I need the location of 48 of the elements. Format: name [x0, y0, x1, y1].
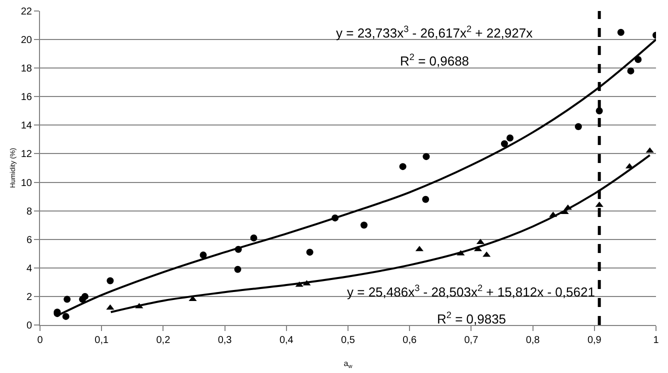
y-tick-label: 10 — [20, 178, 32, 189]
y-tick-label: 6 — [26, 234, 32, 246]
x-axis-title: a$_{w}$ — [344, 359, 354, 370]
point — [306, 248, 314, 256]
y-tick-label: 14 — [20, 120, 32, 132]
point — [500, 140, 508, 148]
point — [415, 246, 424, 252]
point — [62, 312, 70, 320]
y-tick-label: 16 — [20, 92, 32, 104]
x-tick-label: 0 — [37, 335, 44, 346]
point — [646, 147, 654, 153]
x-tick-label: 0,8 — [526, 335, 540, 346]
y-tick-label: 0 — [26, 320, 32, 332]
point — [81, 292, 88, 300]
point — [64, 296, 71, 303]
x-tick-label: 0,1 — [94, 335, 109, 346]
point — [250, 234, 258, 242]
y-tick-label: 22 — [20, 6, 32, 18]
annotation: y = 23,733x$^{3}$ - 26,617x$^{2}$ + 22,927x — [336, 24, 534, 40]
x-tick-label: 0,6 — [402, 335, 417, 346]
point — [200, 252, 207, 259]
point — [360, 222, 368, 229]
y-tick-label: 2 — [26, 292, 32, 303]
annotation: R$^{2}$ = 0,9835 — [437, 310, 506, 326]
y-tick-label: 8 — [26, 206, 32, 218]
y-tick-label: 18 — [20, 64, 32, 75]
y-tick-label: 12 — [20, 149, 32, 160]
point — [574, 123, 582, 130]
x-tick-label: 1 — [653, 335, 660, 346]
x-tick-label: 0,9 — [587, 335, 602, 346]
y-tick-label: 4 — [26, 263, 32, 274]
annotation: y = 25,486x$^{3}$ - 28,503x$^{2}$ + 15,812x - 0,5621 — [347, 283, 595, 300]
point — [422, 153, 430, 160]
point — [627, 67, 634, 74]
x-tick-label: 0,3 — [218, 335, 232, 346]
point — [399, 163, 406, 170]
point — [617, 28, 624, 36]
x-tick-label: 0,7 — [464, 335, 479, 346]
x-tick-label: 0,5 — [341, 335, 356, 346]
point — [106, 277, 114, 284]
point — [106, 304, 114, 310]
x-tick-label: 0,4 — [279, 335, 294, 346]
point — [422, 196, 430, 203]
x-tick-label: 0,2 — [156, 335, 171, 346]
y-tick-label: 20 — [20, 35, 32, 46]
point — [506, 134, 514, 142]
annotation: R$^{2}$ = 0,9688 — [400, 52, 470, 68]
point — [234, 266, 242, 273]
